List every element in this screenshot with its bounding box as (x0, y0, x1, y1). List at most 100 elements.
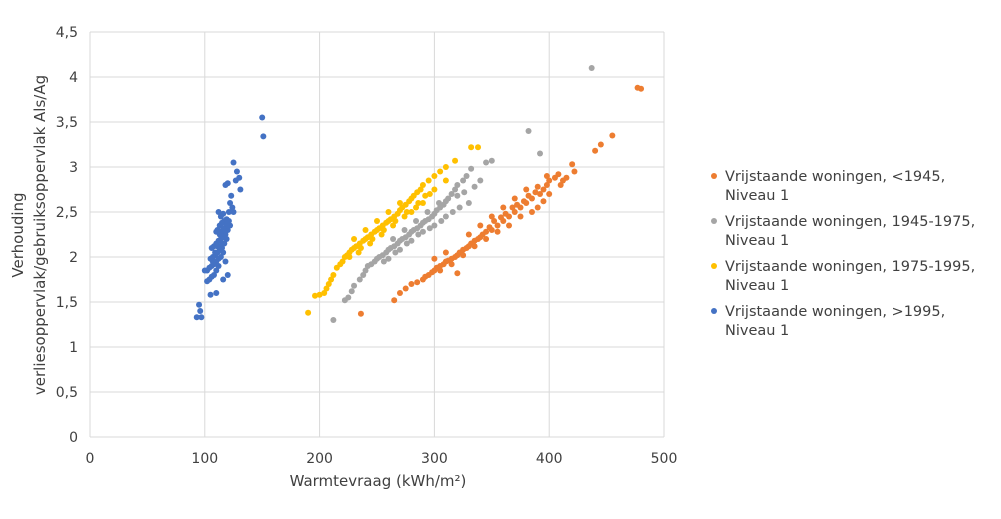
data-point (396, 200, 403, 206)
data-point (201, 267, 208, 274)
y-axis-title-line-1: Verhouding (9, 192, 27, 277)
data-point (424, 209, 431, 215)
data-point (355, 249, 362, 256)
legend-label-line-2: Niveau 1 (725, 188, 789, 204)
data-point (465, 231, 472, 238)
gridlines (89, 31, 665, 438)
data-point (380, 258, 387, 265)
data-point (448, 261, 455, 268)
data-point (571, 168, 578, 175)
data-point (488, 213, 495, 220)
data-point (431, 186, 438, 193)
data-points (193, 65, 645, 323)
data-point (537, 191, 544, 197)
data-point (419, 200, 426, 206)
data-point (471, 183, 478, 190)
data-point (392, 218, 399, 224)
data-point (362, 267, 369, 274)
data-point (408, 237, 415, 244)
data-point (442, 164, 449, 170)
data-point (225, 209, 232, 215)
data-point (225, 218, 232, 224)
data-point (569, 161, 576, 168)
data-point (369, 236, 376, 242)
legend-entry: Vrijstaande woningen, 1945-1975, Niveau 1 (711, 214, 975, 249)
legend: Vrijstaande woningen, <1945,Niveau 1Vrij… (711, 169, 975, 339)
data-point (454, 182, 461, 188)
x-tick-label: 100 (191, 451, 218, 467)
data-point (471, 243, 478, 250)
y-axis-title-line-2: verliesoppervlak/gebruiksoppervlak Als/A… (31, 75, 49, 395)
data-point (465, 200, 472, 206)
legend-entry: Vrijstaande woningen, >1995, Niveau 1 (711, 304, 945, 339)
data-point (475, 144, 482, 151)
data-point (477, 177, 484, 184)
data-point (197, 308, 204, 314)
data-point (208, 245, 215, 251)
data-point (222, 258, 229, 265)
legend-entry: Vrijstaande woningen, <1945, Niveau 1 (711, 169, 945, 204)
legend-marker (711, 263, 717, 269)
legend-label-line-2: Niveau 1 (725, 233, 789, 249)
data-point (431, 173, 438, 179)
data-point (330, 272, 337, 278)
data-point (215, 263, 222, 269)
data-point (456, 204, 463, 211)
data-point (220, 276, 227, 283)
data-point (413, 218, 420, 224)
data-point (325, 281, 332, 287)
data-point (460, 177, 467, 184)
data-point (460, 252, 467, 259)
data-point (333, 264, 340, 271)
y-tick-label: 1 (69, 340, 78, 356)
data-point (452, 157, 459, 164)
data-point (532, 189, 539, 196)
data-point (403, 240, 410, 247)
data-point (380, 227, 387, 233)
data-point (419, 228, 426, 235)
data-point (357, 245, 364, 251)
data-point (506, 222, 513, 229)
data-point (415, 200, 422, 206)
legend-label: Vrijstaande woningen, <1945, (725, 169, 945, 185)
data-point (402, 285, 409, 292)
data-point (435, 200, 442, 206)
data-point (502, 210, 509, 217)
data-point (392, 249, 399, 256)
data-point (537, 150, 544, 157)
data-point (483, 159, 490, 166)
data-point (497, 214, 504, 221)
data-point (356, 276, 363, 283)
data-point (442, 213, 449, 220)
data-point (396, 290, 403, 296)
data-point (588, 65, 595, 71)
data-point (220, 249, 227, 256)
data-point (426, 191, 433, 197)
legend-label: Vrijstaande woningen, 1975-1995, (725, 259, 975, 275)
data-point (220, 225, 227, 232)
data-point (425, 177, 432, 184)
x-tick-label: 400 (536, 451, 563, 467)
data-point (259, 114, 266, 121)
data-point (609, 132, 616, 139)
data-point (540, 198, 547, 205)
data-point (209, 258, 216, 265)
data-point (341, 254, 348, 260)
data-point (390, 236, 397, 242)
data-point (408, 209, 415, 215)
data-point (517, 213, 524, 220)
data-point (367, 240, 374, 247)
data-point (364, 263, 371, 269)
data-point (500, 204, 507, 211)
data-point (330, 317, 337, 323)
x-tick-label: 200 (306, 451, 333, 467)
data-point (525, 192, 532, 199)
data-point (229, 204, 236, 211)
data-point (217, 213, 224, 220)
data-point (415, 231, 422, 238)
data-point (378, 231, 385, 238)
data-point (196, 301, 203, 308)
data-point (230, 159, 237, 166)
data-point (419, 182, 426, 188)
data-point (494, 222, 501, 229)
